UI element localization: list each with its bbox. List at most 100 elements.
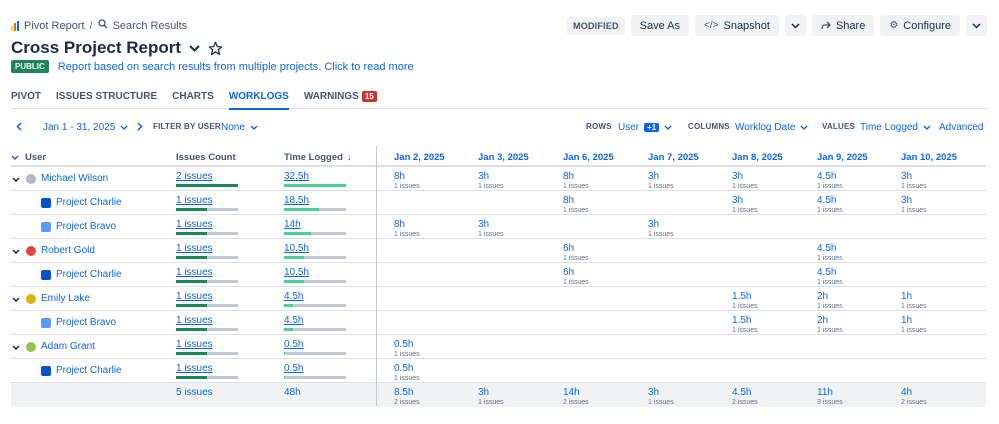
worklog-cell[interactable]: 3h 1 issues bbox=[732, 195, 758, 214]
user-name-link[interactable]: Adam Grant bbox=[41, 341, 95, 352]
worklog-cell[interactable]: 4.5h 2 issues bbox=[732, 387, 758, 406]
snapshot-button[interactable]: </> Snapshot bbox=[695, 15, 779, 36]
worklog-cell[interactable]: 14h 2 issues bbox=[563, 387, 589, 406]
project-name-link[interactable]: Project Charlie bbox=[56, 365, 122, 376]
time-logged-progress-fill bbox=[284, 328, 293, 331]
project-name-link[interactable]: Project Charlie bbox=[56, 197, 122, 208]
advanced-link[interactable]: Advanced bbox=[939, 122, 984, 133]
values-select[interactable]: Time Logged bbox=[860, 122, 931, 133]
snapshot-menu-button[interactable] bbox=[784, 15, 806, 36]
worklog-cell[interactable]: 4.5h 1 issues bbox=[817, 171, 843, 190]
chevron-down-icon[interactable] bbox=[11, 246, 21, 256]
time-logged-link[interactable]: 18.5h bbox=[284, 195, 310, 206]
time-logged-cell: 10.5h bbox=[284, 243, 346, 259]
time-logged-link[interactable]: 4.5h bbox=[284, 315, 304, 326]
user-name-link[interactable]: Robert Gold bbox=[41, 245, 95, 256]
star-icon[interactable] bbox=[208, 41, 223, 56]
chevron-down-icon[interactable] bbox=[11, 342, 21, 352]
time-logged-link[interactable]: 4.5h bbox=[284, 291, 304, 302]
user-row: Michael Wilson 2 issues 32.5h 8h 1 issues 3h 1… bbox=[11, 167, 986, 191]
chevron-down-icon bbox=[972, 22, 981, 29]
worklog-cell[interactable]: 8h 1 issues bbox=[394, 219, 420, 238]
chevron-left-icon[interactable] bbox=[16, 122, 22, 131]
time-logged-link[interactable]: 10.5h bbox=[284, 243, 310, 254]
chevron-down-icon[interactable] bbox=[11, 294, 21, 304]
worklog-cell[interactable]: 3h 1 issues bbox=[648, 219, 674, 238]
worklog-cell[interactable]: 0.5h 1 issues bbox=[394, 363, 420, 382]
worklog-cell[interactable]: 1h 1 issues bbox=[901, 315, 927, 334]
issues-count-link[interactable]: 1 issues bbox=[176, 291, 213, 302]
worklog-cell[interactable]: 8h 1 issues bbox=[563, 195, 589, 214]
user-name-link[interactable]: Emily Lake bbox=[41, 293, 90, 304]
worklog-cell[interactable]: 4.5h 1 issues bbox=[817, 243, 843, 262]
issues-count-link[interactable]: 1 issues bbox=[176, 195, 213, 206]
project-name-link[interactable]: Project Charlie bbox=[56, 269, 122, 280]
issues-count-link[interactable]: 1 issues bbox=[176, 267, 213, 278]
time-logged-link[interactable]: 0.5h bbox=[284, 363, 304, 374]
worklog-cell[interactable]: 4h 2 issues bbox=[901, 387, 927, 406]
breadcrumb-report-link[interactable]: Pivot Report bbox=[24, 19, 85, 32]
worklog-cell[interactable]: 3h 1 issues bbox=[901, 171, 927, 190]
worklog-cell[interactable]: 3h 1 issues bbox=[478, 171, 504, 190]
time-logged-link[interactable]: 10.5h bbox=[284, 267, 310, 278]
rows-select[interactable]: User +1 bbox=[618, 122, 672, 133]
worklog-cell[interactable]: 3h 1 issues bbox=[732, 171, 758, 190]
project-name-link[interactable]: Project Bravo bbox=[56, 221, 117, 232]
worklog-cell[interactable]: 2h 1 issues bbox=[817, 291, 843, 310]
worklog-cell[interactable]: 3h 1 issues bbox=[901, 195, 927, 214]
worklog-cell[interactable]: 8h 1 issues bbox=[563, 171, 589, 190]
user-name-link[interactable]: Michael Wilson bbox=[41, 173, 109, 184]
worklog-hours: 3h bbox=[901, 171, 913, 182]
worklog-cell[interactable]: 8.5h 2 issues bbox=[394, 387, 420, 406]
issues-count-link[interactable]: 2 issues bbox=[176, 171, 213, 182]
worklog-cell[interactable]: 6h 1 issues bbox=[563, 243, 589, 262]
tab-charts[interactable]: CHARTS bbox=[172, 91, 214, 102]
worklog-cell[interactable]: 3h 1 issues bbox=[478, 387, 504, 406]
chevron-down-icon[interactable] bbox=[11, 174, 21, 184]
worklog-cell[interactable]: 3h 1 issues bbox=[478, 219, 504, 238]
chevron-right-icon[interactable] bbox=[137, 122, 143, 131]
tab-issues-structure[interactable]: ISSUES STRUCTURE bbox=[56, 91, 158, 102]
tab-worklogs[interactable]: WORKLOGS bbox=[228, 90, 289, 110]
share-button[interactable]: Share bbox=[811, 15, 875, 36]
worklog-cell[interactable]: 1h 1 issues bbox=[901, 291, 927, 310]
worklog-cell[interactable]: 3h 1 issues bbox=[648, 171, 674, 190]
worklog-cell[interactable]: 4.5h 1 issues bbox=[817, 267, 843, 286]
time-logged-link[interactable]: 32.5h bbox=[284, 171, 310, 182]
report-description-link[interactable]: Report based on search results from mult… bbox=[57, 60, 414, 73]
issues-count-link[interactable]: 1 issues bbox=[176, 363, 213, 374]
worklog-cell[interactable]: 0.5h 1 issues bbox=[394, 339, 420, 358]
breadcrumb-search-link[interactable]: Search Results bbox=[112, 19, 188, 32]
date-range-select[interactable]: Jan 1 - 31, 2025 bbox=[43, 122, 128, 133]
columns-select[interactable]: Worklog Date bbox=[735, 122, 808, 133]
worklog-cell[interactable]: 1.5h 1 issues bbox=[732, 291, 758, 310]
time-logged-link[interactable]: 0.5h bbox=[284, 339, 304, 350]
worklog-cell[interactable]: 6h 1 issues bbox=[563, 267, 589, 286]
tab-warnings[interactable]: WARNINGS 15 bbox=[304, 90, 377, 109]
worklog-issue-count: 2 issues bbox=[901, 399, 927, 406]
project-name-link[interactable]: Project Bravo bbox=[56, 317, 117, 328]
worklog-cell[interactable]: 4.5h 1 issues bbox=[817, 195, 843, 214]
issues-count-link[interactable]: 1 issues bbox=[176, 243, 213, 254]
user-column-header[interactable]: User bbox=[11, 152, 46, 163]
time-logged-link[interactable]: 14h bbox=[284, 219, 301, 230]
chevron-down-icon[interactable] bbox=[189, 44, 200, 52]
time-logged-progress-fill bbox=[284, 304, 293, 307]
issues-count-link[interactable]: 1 issues bbox=[176, 219, 213, 230]
configure-menu-button[interactable] bbox=[966, 15, 987, 36]
time-logged-header[interactable]: Time Logged ↓ bbox=[284, 152, 351, 163]
filter-by-user-select[interactable]: None bbox=[221, 122, 258, 133]
issues-count-header[interactable]: Issues Count bbox=[176, 152, 236, 163]
issues-count-link[interactable]: 1 issues bbox=[176, 339, 213, 350]
configure-button[interactable]: ⚙ Configure bbox=[880, 15, 960, 36]
save-as-button[interactable]: Save As bbox=[630, 15, 690, 36]
worklog-cell[interactable]: 8h 1 issues bbox=[394, 171, 420, 190]
tab-pivot[interactable]: PIVOT bbox=[11, 91, 42, 102]
total-issues-link[interactable]: 5 issues bbox=[176, 387, 213, 398]
worklog-cell[interactable]: 1.5h 1 issues bbox=[732, 315, 758, 334]
worklog-cell[interactable]: 11h 3 issues bbox=[817, 387, 843, 406]
worklog-cell[interactable]: 2h 1 issues bbox=[817, 315, 843, 334]
total-time-link[interactable]: 48h bbox=[284, 387, 301, 398]
issues-count-link[interactable]: 1 issues bbox=[176, 315, 213, 326]
worklog-cell[interactable]: 3h 1 issues bbox=[648, 387, 674, 406]
